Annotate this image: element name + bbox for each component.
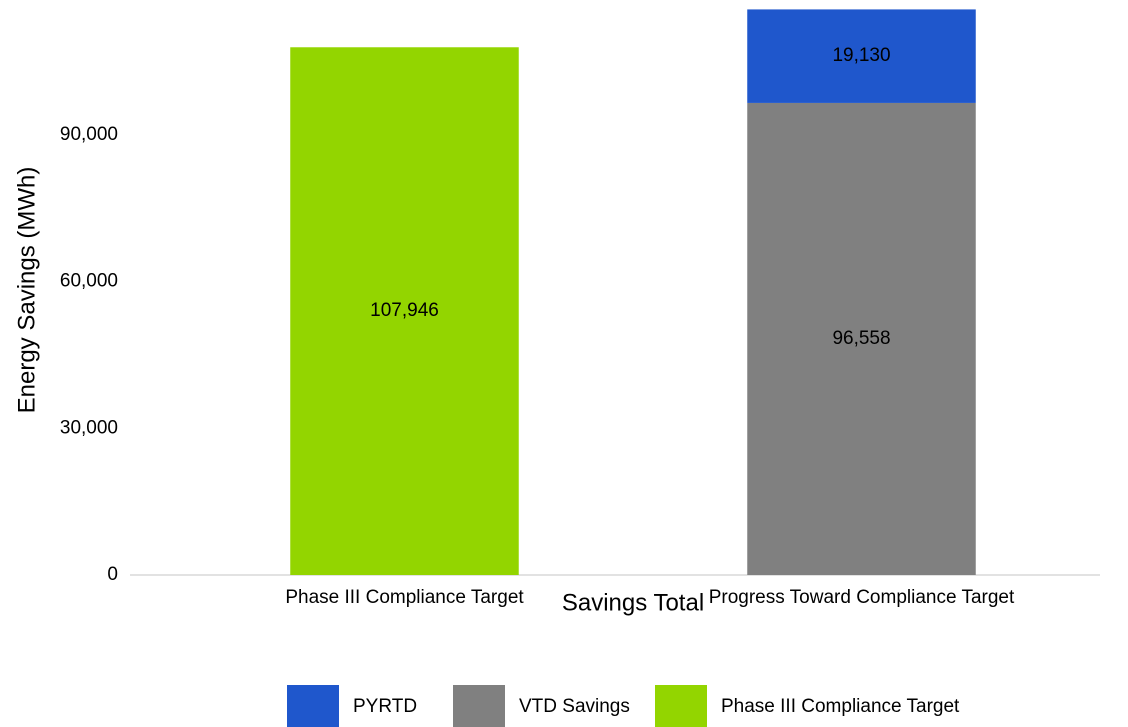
y-axis-title: Energy Savings (MWh) (13, 167, 40, 414)
y-tick-label: 0 (107, 564, 118, 585)
legend-swatch (655, 685, 707, 727)
data-label: 107,946 (370, 300, 439, 321)
legend-swatch (287, 685, 339, 727)
x-axis-title: Savings Total (562, 589, 704, 616)
legend-label: VTD Savings (519, 696, 630, 717)
legend-swatch (453, 685, 505, 727)
y-tick-label: 60,000 (60, 271, 118, 292)
y-tick-label: 90,000 (60, 124, 118, 145)
y-tick-label: 30,000 (60, 417, 118, 438)
data-label: 19,130 (832, 45, 890, 66)
legend-label: PYRTD (353, 696, 417, 717)
bar-segment (747, 9, 976, 103)
bar-segment (290, 47, 519, 576)
bar-segment (747, 102, 976, 576)
x-tick-label: Phase III Compliance Target (285, 587, 524, 608)
x-tick-label: Progress Toward Compliance Target (709, 587, 1015, 608)
data-label: 96,558 (832, 328, 890, 349)
legend-label: Phase III Compliance Target (721, 696, 960, 717)
